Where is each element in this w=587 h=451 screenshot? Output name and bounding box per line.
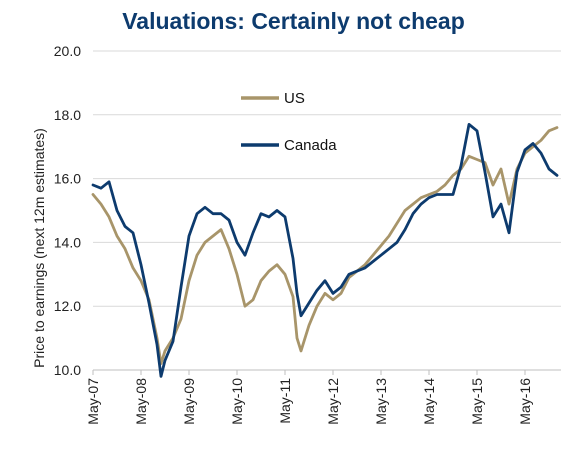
series-line-us <box>91 126 559 365</box>
x-tick-label: May-13 <box>373 378 389 425</box>
y-tick-label: 12.0 <box>54 298 81 314</box>
x-axis: May-07 May-08 May-09 May-10 May-11 May-12 May-… <box>85 369 561 425</box>
legend: US Canada <box>241 90 337 154</box>
y-axis-ticks: 10.0 12.0 14.0 16.0 18.0 20.0 <box>54 43 81 378</box>
x-tick-label: May-15 <box>469 378 485 425</box>
x-tick-label: May-14 <box>421 378 437 425</box>
x-tick-label: May-09 <box>181 378 197 425</box>
legend-label-us: US <box>284 90 305 107</box>
legend-label-canada: Canada <box>284 137 337 154</box>
chart-title: Valuations: Certainly not cheap <box>122 8 465 34</box>
x-tick-label: May-16 <box>517 378 533 425</box>
y-tick-label: 10.0 <box>54 362 81 378</box>
x-tick-label: May-12 <box>325 378 341 425</box>
series-group <box>91 123 559 378</box>
y-tick-label: 18.0 <box>54 107 81 123</box>
x-tick-label: May-08 <box>133 378 149 425</box>
y-tick-label: 16.0 <box>54 171 81 187</box>
x-tick-label: May-11 <box>277 378 293 424</box>
y-tick-label: 14.0 <box>54 234 81 250</box>
y-tick-label: 20.0 <box>54 43 81 59</box>
x-tick-label: May-10 <box>229 378 245 425</box>
series-line-canada <box>91 123 559 378</box>
y-axis-title: Price to earnings (next 12m estimates) <box>31 128 47 368</box>
x-tick-label: May-07 <box>85 378 101 425</box>
